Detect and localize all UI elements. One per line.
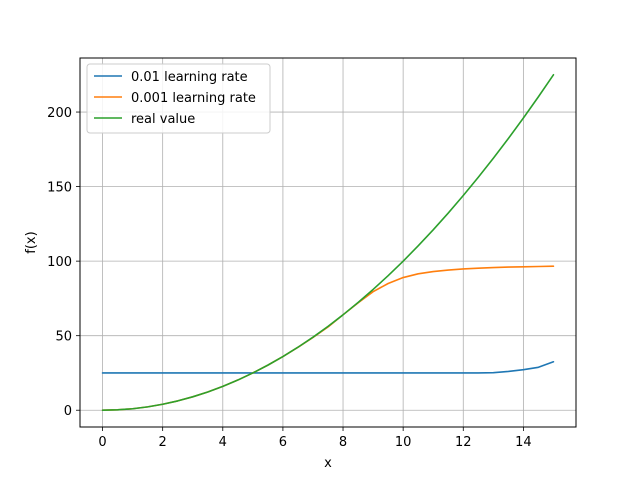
series-line-3 xyxy=(101,73,555,412)
y-tick-label: 50 xyxy=(55,330,72,345)
series-line-1 xyxy=(101,360,555,374)
axis-ticks: 0 2 4 6 8 10 12 14 0 50 100 150 200 xyxy=(47,106,531,450)
x-axis-label: x xyxy=(324,456,332,471)
legend-box xyxy=(86,63,271,134)
x-tick-label: 14 xyxy=(515,435,532,450)
plot-frame xyxy=(79,57,577,428)
legend-label: real value xyxy=(131,112,195,127)
y-tick-label: 100 xyxy=(47,255,72,270)
x-tick-label: 0 xyxy=(98,435,106,450)
x-tick-label: 10 xyxy=(395,435,412,450)
y-tick-label: 0 xyxy=(64,404,72,419)
legend-label: 0.001 learning rate xyxy=(131,91,256,106)
x-tick-label: 4 xyxy=(219,435,227,450)
x-tick-label: 8 xyxy=(339,435,347,450)
y-tick-label: 150 xyxy=(47,181,72,196)
x-tick-label: 6 xyxy=(279,435,287,450)
y-axis-label: f(x) xyxy=(24,231,39,253)
x-tick-label: 12 xyxy=(455,435,472,450)
series-lines xyxy=(101,73,555,412)
x-tick-label: 2 xyxy=(159,435,167,450)
legend-label: 0.01 learning rate xyxy=(131,70,248,85)
y-tick-label: 200 xyxy=(47,106,72,121)
legend: 0.01 learning rate 0.001 learning rate rea… xyxy=(86,63,271,134)
